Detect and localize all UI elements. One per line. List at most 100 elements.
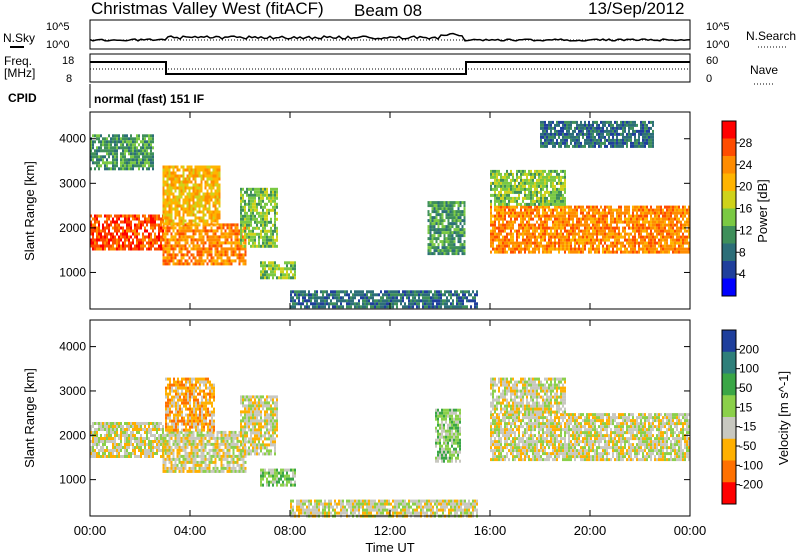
power-cell [680, 211, 682, 215]
power-cell [445, 216, 448, 220]
power-cell [200, 165, 203, 169]
power-cell [142, 143, 144, 147]
power-cell [586, 232, 588, 236]
power-cell [624, 211, 626, 215]
power-cell [176, 177, 179, 181]
power-cell [592, 238, 594, 242]
power-cell [546, 126, 548, 130]
power-cell [206, 256, 209, 260]
power-cell [462, 299, 464, 303]
power-cell [210, 226, 213, 230]
power-cell [306, 293, 308, 297]
power-cell [442, 299, 444, 303]
power-cell [588, 208, 590, 212]
power-cell [518, 232, 520, 236]
power-cell [568, 217, 570, 221]
power-cell [218, 223, 221, 227]
power-cell [590, 135, 592, 139]
power-cell [668, 235, 670, 239]
power-cell [550, 247, 552, 251]
power-cell [431, 237, 434, 241]
power-cell [152, 146, 154, 150]
power-cell [453, 240, 456, 244]
power-cell [674, 244, 676, 248]
power-cell [686, 223, 688, 227]
power-cell [114, 149, 116, 153]
power-cell [564, 235, 566, 239]
power-cell [314, 299, 316, 303]
power-cell [612, 132, 614, 136]
power-cell [560, 193, 562, 197]
power-cell [435, 219, 438, 223]
power-cell [178, 186, 181, 190]
power-cell [592, 132, 594, 136]
power-cell [188, 204, 191, 208]
power-cell [226, 232, 229, 236]
power-cell [550, 172, 552, 176]
power-cell [170, 259, 173, 263]
power-cell [114, 235, 116, 239]
power-cell [516, 205, 518, 209]
power-cell [429, 219, 432, 223]
power-cell [610, 214, 612, 218]
power-cell [200, 229, 203, 233]
power-cell [572, 247, 574, 251]
power-cell [548, 169, 550, 173]
power-cell [126, 140, 128, 144]
power-cell [430, 299, 432, 303]
power-cell [622, 220, 624, 224]
power-cell [508, 190, 510, 194]
power-cell [272, 223, 274, 227]
power-cell [292, 296, 294, 300]
power-cell [144, 149, 146, 153]
power-cell [648, 126, 650, 130]
power-cell [192, 171, 195, 175]
power-cell [584, 232, 586, 236]
power-cell [214, 229, 217, 233]
power-cell [616, 220, 618, 224]
power-cell [192, 244, 195, 248]
power-cell [224, 229, 227, 233]
power-cell [166, 229, 169, 233]
power-cell [100, 229, 102, 233]
power-cell [532, 250, 534, 254]
power-cell [126, 235, 128, 239]
power-cell [432, 302, 434, 306]
power-cell [576, 126, 578, 130]
power-cell [504, 250, 506, 254]
power-cell [592, 229, 594, 233]
power-cell [100, 238, 102, 242]
power-cell [214, 262, 217, 266]
power-cell [232, 223, 235, 227]
power-cell [376, 302, 378, 306]
power-cell [116, 238, 118, 242]
power-cell [250, 193, 252, 197]
power-cell [433, 201, 436, 205]
power-cell [560, 169, 562, 173]
power-cell [620, 235, 622, 239]
power-cell [596, 123, 598, 127]
power-cell [262, 223, 264, 227]
power-cell [522, 187, 524, 191]
power-cell [457, 204, 460, 208]
freq-tick-top: 18 [62, 55, 74, 67]
power-cell [344, 299, 346, 303]
power-cell [408, 290, 410, 294]
power-cell [628, 132, 630, 136]
power-cell [508, 211, 510, 215]
power-cell [542, 135, 544, 139]
power-cell [526, 235, 528, 239]
power-cell [198, 216, 201, 220]
power-cell [422, 293, 424, 297]
power-cell [92, 244, 94, 248]
power-cell [554, 199, 556, 203]
power-cell [542, 214, 544, 218]
power-cell [168, 174, 171, 178]
power-cell [158, 247, 160, 251]
power-cell [564, 226, 566, 230]
power-cell [166, 226, 169, 230]
power-cell [441, 231, 444, 235]
power-cell [172, 180, 175, 184]
power-cell [216, 235, 219, 239]
power-cell [252, 235, 254, 239]
